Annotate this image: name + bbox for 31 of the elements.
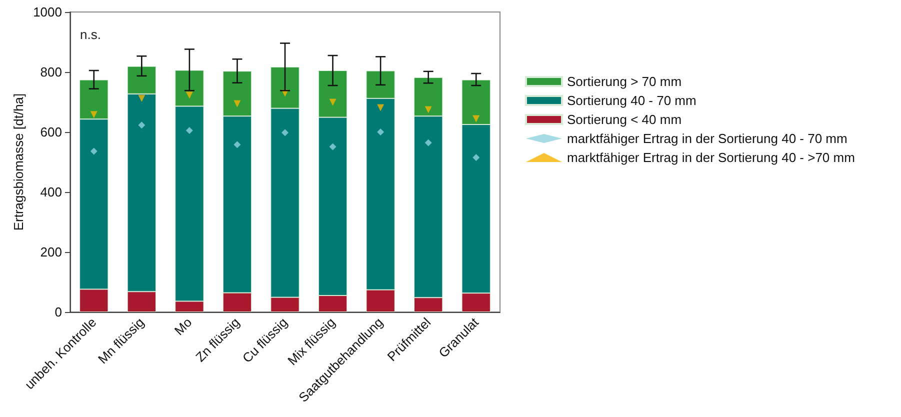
point — [186, 92, 193, 99]
legend-label: marktfähiger Ertrag in der Sortierung 40 - 70 mm — [567, 131, 848, 146]
point — [234, 100, 241, 108]
y-tick-label: 1000 — [33, 4, 62, 20]
point — [282, 129, 288, 136]
y-tick-label: 800 — [40, 64, 62, 80]
point — [90, 111, 98, 118]
point — [186, 127, 193, 134]
y-axis-title: Ertragsbiomasse [dt/ha] — [11, 93, 26, 231]
y-tick-label: 600 — [40, 124, 62, 140]
point — [424, 106, 432, 114]
annotation: n.s. — [80, 27, 101, 42]
point — [424, 139, 432, 146]
legend-label: Sortierung 40 - 70 mm — [567, 93, 696, 108]
point — [377, 128, 384, 136]
point — [138, 94, 146, 102]
point — [377, 104, 384, 112]
legend-label: marktfähiger Ertrag in der Sortierung 40 - >70 mm — [567, 150, 855, 165]
y-tick-label: 0 — [54, 304, 62, 320]
y-tick-label: 400 — [40, 184, 62, 200]
point — [234, 141, 241, 148]
y-tick-label: 200 — [40, 244, 62, 260]
point — [472, 115, 480, 122]
legend-label: Sortierung < 40 mm — [567, 112, 682, 127]
x-tick-label: Mo — [171, 314, 195, 338]
point — [138, 122, 146, 129]
point — [472, 154, 480, 161]
legend-label: Sortierung > 70 mm — [567, 74, 682, 89]
point — [329, 143, 336, 150]
point — [329, 98, 336, 106]
point — [90, 148, 98, 155]
